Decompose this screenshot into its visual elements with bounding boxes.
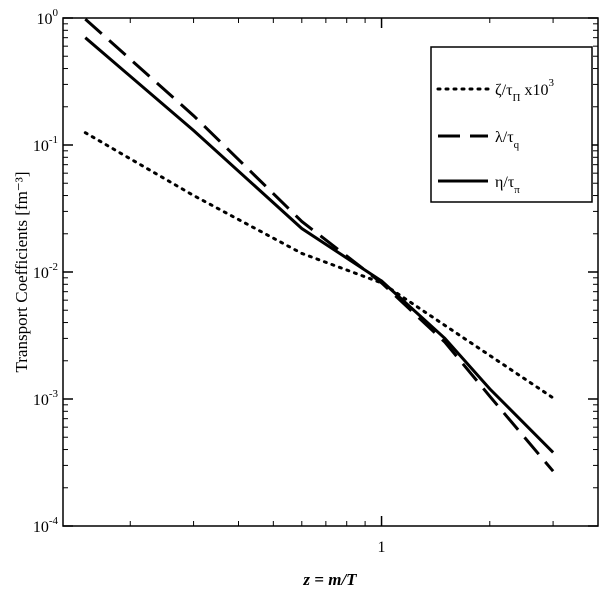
series-line-solid — [84, 36, 555, 454]
legend: ζ/τΠ x103 λ/τq η/τπ — [430, 46, 593, 203]
series-layer — [83, 17, 555, 473]
legend-label: λ/τq — [495, 129, 520, 151]
y-tick-label: 10-1 — [33, 134, 58, 155]
x-tick-label: 1 — [378, 539, 386, 556]
series-line-dotted — [83, 131, 555, 400]
y-axis-title: Transport Coefficients [fm⁻³] — [12, 171, 31, 372]
y-tick-label: 100 — [37, 7, 59, 28]
axis-labels: z = m/T Transport Coefficients [fm⁻³] — [12, 171, 357, 589]
y-tick-label: 10-2 — [33, 261, 58, 282]
x-axis-title: z = m/T — [302, 570, 357, 589]
y-tick-label: 10-4 — [33, 515, 59, 536]
axis-ticks: 100 10-1 10-2 10-3 10-4 1 — [33, 7, 599, 556]
legend-label: η/τπ — [495, 174, 520, 196]
y-tick-label: 10-3 — [33, 388, 59, 409]
legend-box — [430, 46, 593, 203]
legend-label: ζ/τΠ x103 — [495, 77, 554, 104]
